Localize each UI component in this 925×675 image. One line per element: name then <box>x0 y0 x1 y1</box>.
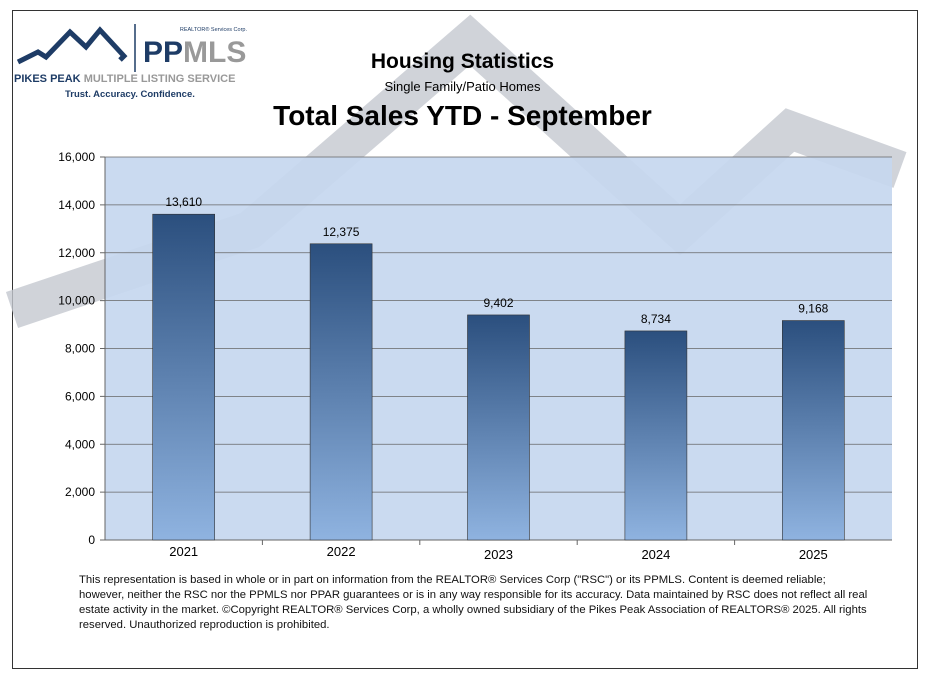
y-tick-label: 8,000 <box>65 342 95 356</box>
bar <box>309 243 373 541</box>
svg-text:REALTOR® Services Corp.: REALTOR® Services Corp. <box>180 26 248 33</box>
disclaimer: This representation is based in whole or… <box>79 574 868 631</box>
y-tick-label: 16,000 <box>58 150 95 164</box>
x-tick-label: 2023 <box>484 547 513 562</box>
x-tick-label: 2025 <box>799 547 828 562</box>
frame <box>12 10 918 669</box>
svg-text:PIKES PEAK MULTIPLE LISTING SE: PIKES PEAK MULTIPLE LISTING SERVICE <box>14 73 235 85</box>
data-label: 9,168 <box>798 302 828 316</box>
y-tick-label: 0 <box>88 533 95 547</box>
y-tick-label: 12,000 <box>58 246 95 260</box>
x-tick-label: 2024 <box>641 547 670 562</box>
y-tick-label: 6,000 <box>65 389 95 403</box>
x-tick-label: 2022 <box>327 544 356 559</box>
header-title: Housing Statistics <box>370 50 555 73</box>
svg-text:Trust. Accuracy. Confidence.: Trust. Accuracy. Confidence. <box>65 89 195 100</box>
bar <box>624 330 688 541</box>
bar <box>152 213 215 541</box>
chart-title: Total Sales YTD - September <box>273 100 652 131</box>
data-label: 9,402 <box>483 296 513 310</box>
data-label: 12,375 <box>323 225 360 239</box>
y-tick-label: 10,000 <box>58 294 95 308</box>
bar <box>781 320 845 541</box>
y-tick-label: 4,000 <box>65 437 95 451</box>
data-label: 8,734 <box>641 312 671 326</box>
data-label: 13,610 <box>165 195 202 209</box>
header-subtitle: Single Family/Patio Homes <box>384 79 541 94</box>
y-tick-label: 14,000 <box>58 198 95 212</box>
bar <box>467 314 530 541</box>
logo: REALTOR® Services Corp. PPMLS PIKES PEAK… <box>14 24 247 100</box>
x-tick-label: 2021 <box>169 544 198 559</box>
svg-text:PPMLS: PPMLS <box>143 36 246 69</box>
y-tick-label: 2,000 <box>65 485 95 499</box>
